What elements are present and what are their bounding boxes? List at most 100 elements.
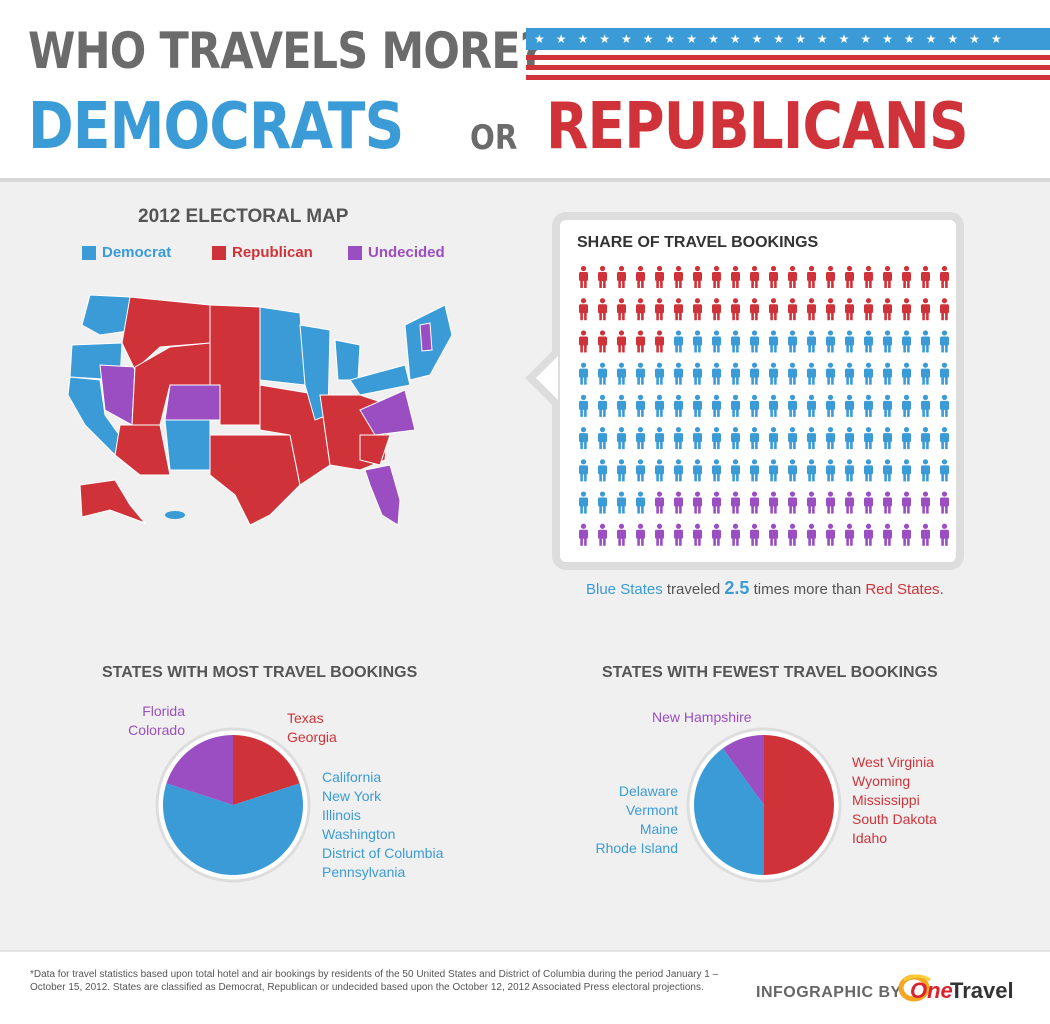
person-icon <box>712 491 721 514</box>
person-icon <box>693 298 702 321</box>
us-electoral-map <box>67 294 453 526</box>
person-icon <box>750 523 759 546</box>
person-icon <box>902 394 911 417</box>
person-icon <box>807 459 816 482</box>
map-region-south-carolina <box>359 434 391 466</box>
person-icon <box>864 523 873 546</box>
person-icon <box>826 330 835 353</box>
person-icon <box>693 459 702 482</box>
state-name: South Dakota <box>852 811 937 827</box>
map-region-washington <box>81 294 136 336</box>
person-icon <box>769 362 778 385</box>
person-icon <box>845 427 854 450</box>
person-icon <box>617 298 626 321</box>
person-icon <box>826 362 835 385</box>
person-icon <box>731 523 740 546</box>
person-icon <box>636 491 645 514</box>
legend-democrat: Democrat <box>82 244 171 261</box>
person-icon <box>902 491 911 514</box>
person-icon <box>712 362 721 385</box>
person-icon <box>731 394 740 417</box>
person-icon <box>902 459 911 482</box>
share-title: SHARE OF TRAVEL BOOKINGS <box>577 234 819 251</box>
pie-chart-most <box>155 727 311 883</box>
person-icon <box>940 394 949 417</box>
map-region-michigan <box>334 339 361 381</box>
infographic-by: INFOGRAPHIC BY <box>756 984 902 1001</box>
person-icon <box>845 394 854 417</box>
person-icon <box>674 427 683 450</box>
logo-one-text: One <box>910 978 953 1003</box>
person-icon <box>940 523 949 546</box>
state-name: Wyoming <box>852 773 911 789</box>
person-icon <box>769 330 778 353</box>
map-region-virginia-nc <box>359 389 416 436</box>
headline-question: WHO TRAVELS MORE? <box>28 22 545 80</box>
bubble-tail-inner <box>536 356 558 400</box>
fewest-undecided-list: New Hampshire <box>652 708 752 727</box>
person-icon <box>788 427 797 450</box>
state-name: District of Columbia <box>322 845 444 861</box>
person-icon <box>598 523 607 546</box>
person-icon <box>674 265 683 288</box>
person-icon <box>674 491 683 514</box>
person-icon <box>845 265 854 288</box>
person-icon <box>826 459 835 482</box>
pie-chart-fewest <box>686 727 842 883</box>
onetravel-logo[interactable]: One Travel <box>898 970 1028 1006</box>
flag-stars: ★★★★★★★★★★★★★★★★★★★★★★ <box>526 28 1050 50</box>
flag-stripe <box>526 65 1050 70</box>
headline-or: OR <box>470 118 518 158</box>
person-icon <box>655 394 664 417</box>
person-icon <box>940 265 949 288</box>
person-icon <box>921 362 930 385</box>
state-name: Texas <box>287 710 324 726</box>
pie-slice-democrat <box>162 783 303 875</box>
person-icon <box>579 523 588 546</box>
person-icon <box>864 298 873 321</box>
person-icon <box>579 394 588 417</box>
person-icon <box>579 362 588 385</box>
person-icon <box>921 427 930 450</box>
fewest-title: STATES WITH FEWEST TRAVEL BOOKINGS <box>602 664 938 681</box>
map-region-colorado <box>164 384 221 421</box>
person-icon <box>598 362 607 385</box>
person-icon <box>845 362 854 385</box>
person-icon <box>750 459 759 482</box>
person-icon <box>636 459 645 482</box>
person-icon <box>769 265 778 288</box>
state-name: Pennsylvania <box>322 864 406 880</box>
person-icon <box>731 427 740 450</box>
caption-text: times more than <box>749 581 866 598</box>
state-name: Vermont <box>625 802 678 818</box>
person-icon <box>902 265 911 288</box>
caption-blue-states: Blue States <box>586 581 663 598</box>
person-icon <box>807 523 816 546</box>
person-icon <box>655 427 664 450</box>
caption-period: . <box>939 581 944 598</box>
headline-republicans: REPUBLICANS <box>546 90 969 164</box>
pie-slice-undecided <box>722 735 764 805</box>
person-icon <box>826 394 835 417</box>
legend-label: Undecided <box>368 244 445 261</box>
person-icon <box>845 491 854 514</box>
map-region-arizona <box>114 424 171 476</box>
map-region-alaska <box>79 479 147 525</box>
person-icon <box>579 491 588 514</box>
person-icon <box>864 330 873 353</box>
person-icon <box>940 427 949 450</box>
legend-republican: Republican <box>212 244 313 261</box>
person-icon <box>940 362 949 385</box>
state-name: Colorado <box>128 722 185 738</box>
person-icon <box>693 394 702 417</box>
person-icon <box>883 330 892 353</box>
person-icon <box>940 459 949 482</box>
person-icon <box>845 330 854 353</box>
person-icon <box>788 298 797 321</box>
pie-slice-democrat <box>694 748 764 875</box>
state-name: Delaware <box>618 783 678 799</box>
person-icon <box>788 394 797 417</box>
person-icon <box>636 265 645 288</box>
person-icon <box>883 459 892 482</box>
person-icon <box>712 427 721 450</box>
